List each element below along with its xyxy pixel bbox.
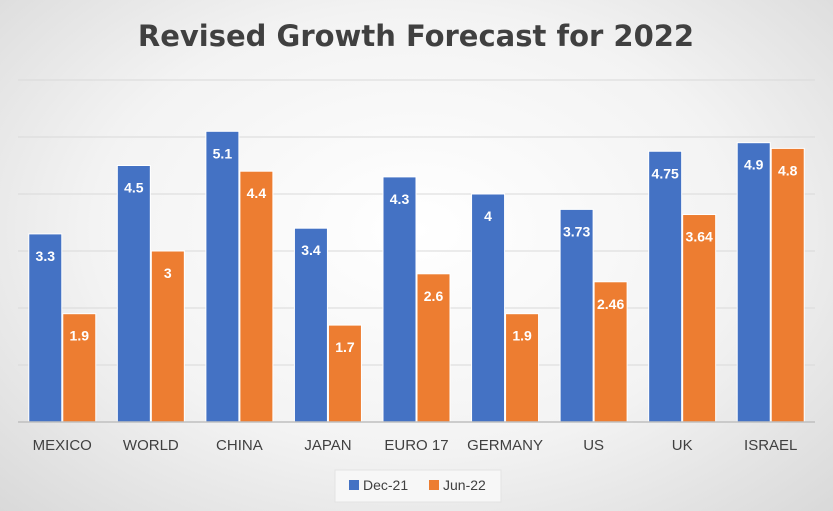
bar-dec-21-germany xyxy=(471,193,506,423)
bar-dec-21-us xyxy=(559,208,594,423)
category-label: WORLD xyxy=(123,437,179,454)
legend: Dec-21 Jun-22 xyxy=(334,469,502,503)
bar-dec-21-israel xyxy=(736,142,771,423)
legend-box xyxy=(334,469,502,503)
data-label: 4.4 xyxy=(247,185,267,201)
legend-item: Dec-21 xyxy=(363,477,408,493)
x-axis: MEXICO WORLD CHINA JAPAN EURO 17 GERMANY US UK I… xyxy=(18,421,815,454)
data-label: 3.64 xyxy=(686,229,713,245)
bar-jun-22-world xyxy=(150,250,185,423)
bar-jun-22-israel xyxy=(770,147,805,423)
data-label: 1.9 xyxy=(70,328,90,344)
data-label: 3.4 xyxy=(301,242,321,258)
category-label: GERMANY xyxy=(467,437,543,454)
data-label: 3 xyxy=(164,265,172,281)
legend-swatch xyxy=(429,480,439,490)
bar-dec-21-china xyxy=(205,130,240,423)
data-label: 3.3 xyxy=(36,248,56,264)
category-label: EURO 17 xyxy=(384,437,448,454)
bar-jun-22-china xyxy=(239,170,274,423)
data-label: 4.9 xyxy=(744,157,764,173)
data-label: 1.7 xyxy=(335,339,355,355)
data-label: 4.3 xyxy=(390,191,410,207)
chart-title: Revised Growth Forecast for 2022 xyxy=(138,19,694,53)
bar-jun-22-uk xyxy=(682,214,717,423)
data-label: 1.9 xyxy=(512,328,532,344)
data-label: 3.73 xyxy=(563,223,590,239)
data-label: 4.75 xyxy=(652,165,679,181)
bars xyxy=(28,130,805,423)
bar-jun-22-euro-17 xyxy=(416,273,451,423)
legend-item: Jun-22 xyxy=(443,477,486,493)
category-label: ISRAEL xyxy=(744,437,797,454)
bar-dec-21-euro-17 xyxy=(382,176,417,423)
data-labels: 3.3 1.9 4.5 3 5.1 4.4 3.4 1.7 4.3 2.6 4 1.9 3.73 2.46… xyxy=(36,145,798,355)
bar-dec-21-world xyxy=(116,165,151,423)
bar-jun-22-japan xyxy=(327,324,362,423)
bar-jun-22-us xyxy=(593,281,628,423)
data-label: 4.8 xyxy=(778,162,798,178)
category-label: MEXICO xyxy=(33,437,92,454)
bar-dec-21-uk xyxy=(648,150,683,423)
data-label: 5.1 xyxy=(213,145,233,161)
legend-swatch xyxy=(349,480,359,490)
category-label: CHINA xyxy=(216,437,263,454)
category-label: JAPAN xyxy=(304,437,351,454)
bar-jun-22-germany xyxy=(505,313,540,423)
data-label: 4 xyxy=(484,208,492,224)
bar-jun-22-mexico xyxy=(62,313,97,423)
bar-dec-21-japan xyxy=(293,227,328,423)
data-label: 2.46 xyxy=(597,296,624,312)
category-label: UK xyxy=(672,437,693,454)
category-label: US xyxy=(583,437,604,454)
data-label: 4.5 xyxy=(124,180,144,196)
data-label: 2.6 xyxy=(424,288,444,304)
